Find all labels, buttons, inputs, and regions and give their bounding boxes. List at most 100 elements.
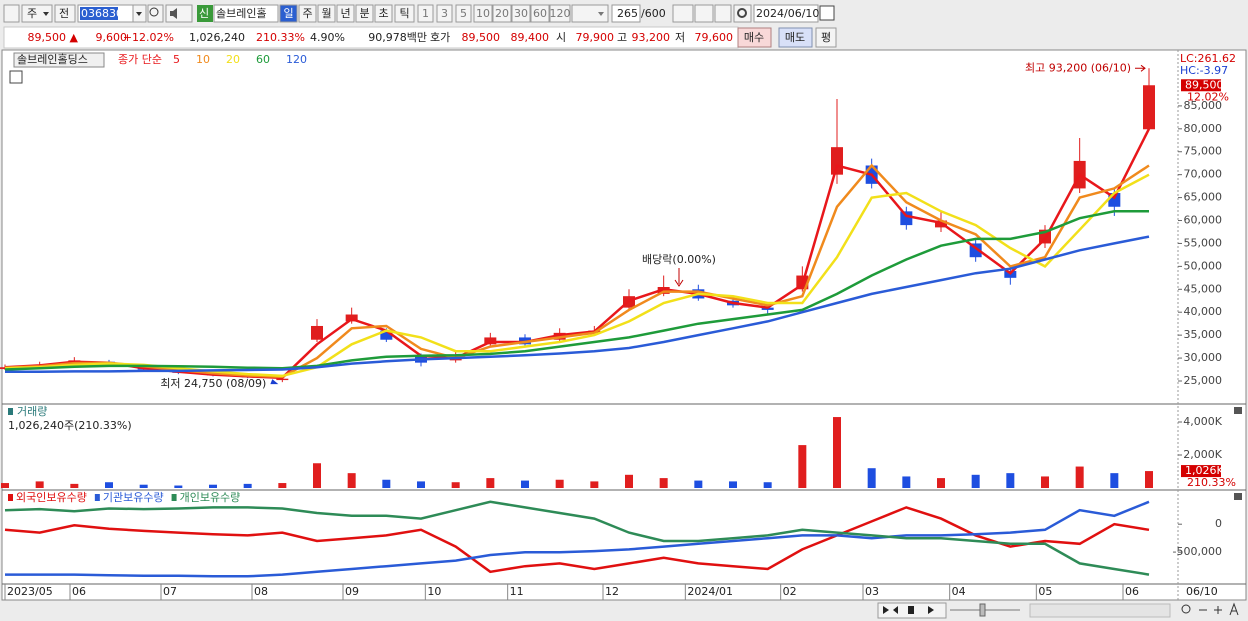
avg-button[interactable] bbox=[815, 27, 837, 48]
search-button[interactable] bbox=[147, 4, 164, 23]
moving-average bbox=[5, 235, 1150, 374]
menu-icon[interactable] bbox=[3, 4, 20, 23]
panel-close[interactable] bbox=[1234, 493, 1242, 500]
volume-bar bbox=[417, 481, 425, 488]
price: 89,500 ▲ bbox=[28, 31, 79, 44]
interval-button[interactable] bbox=[455, 4, 472, 23]
title-box bbox=[13, 52, 105, 68]
tool-icons[interactable] bbox=[1029, 603, 1171, 618]
volume-bar bbox=[1110, 473, 1119, 488]
legend-label: 종가 단순 bbox=[118, 53, 162, 66]
volume-ratio-label: 210.33% bbox=[1187, 476, 1236, 489]
sell-button[interactable] bbox=[778, 27, 813, 48]
y-tick-label: 80,000 bbox=[1184, 122, 1223, 135]
interval-label: 30 bbox=[514, 7, 528, 20]
period-button[interactable] bbox=[355, 4, 374, 23]
interval-select[interactable] bbox=[571, 4, 609, 23]
x-tick-label: 06 bbox=[72, 585, 86, 598]
date: 2024/06/10 bbox=[756, 7, 819, 20]
interval-label: 5 bbox=[460, 7, 467, 20]
y-tick-label: -500,000 bbox=[1173, 545, 1222, 558]
bid: 89,400 bbox=[511, 31, 550, 44]
interval-button[interactable] bbox=[549, 4, 571, 23]
dropdown-arrow bbox=[43, 12, 49, 16]
volume-tag bbox=[1181, 465, 1221, 478]
table-icon[interactable] bbox=[9, 70, 23, 84]
volume-bar bbox=[1145, 471, 1153, 488]
volume-bar bbox=[209, 484, 217, 488]
sound-button[interactable] bbox=[165, 4, 193, 23]
interval-button[interactable] bbox=[417, 4, 434, 23]
volume-tag-label: 1,026K bbox=[1185, 464, 1224, 477]
code: 036830 bbox=[81, 7, 123, 20]
open: 79,900 bbox=[576, 31, 615, 44]
zoom-thumb[interactable] bbox=[979, 603, 986, 617]
period-button[interactable] bbox=[374, 4, 393, 23]
legend-entry: 개인보유수량 bbox=[180, 491, 241, 504]
calendar-button[interactable] bbox=[819, 5, 835, 21]
y-tick-label: 70,000 bbox=[1184, 168, 1223, 181]
period-button[interactable] bbox=[394, 4, 415, 23]
interval-label: 20 bbox=[495, 7, 509, 20]
high-label: 고 bbox=[617, 31, 627, 44]
low-label: 저 bbox=[675, 31, 685, 44]
dropdown-arrow bbox=[136, 12, 142, 16]
scope-button[interactable] bbox=[54, 4, 76, 23]
legend-entry: 20 bbox=[226, 53, 240, 66]
interval-button[interactable] bbox=[436, 4, 453, 23]
y-tick-label: 65,000 bbox=[1184, 191, 1223, 204]
period-button[interactable] bbox=[279, 4, 298, 23]
interval-button[interactable] bbox=[473, 4, 493, 23]
tool-button[interactable] bbox=[694, 4, 714, 23]
interval-button[interactable] bbox=[511, 4, 531, 23]
period-button[interactable] bbox=[298, 4, 317, 23]
market: 주 bbox=[27, 7, 37, 20]
y-tick-label: 45,000 bbox=[1184, 282, 1223, 295]
candle-body bbox=[276, 378, 289, 381]
max-count: /600 bbox=[641, 7, 666, 20]
save-button[interactable] bbox=[714, 4, 732, 23]
period-label: 일 bbox=[283, 6, 293, 20]
legend-marker bbox=[94, 494, 100, 501]
y-tick-label: 30,000 bbox=[1184, 351, 1223, 364]
x-tick-label: 2023/05 bbox=[7, 585, 53, 598]
settings-button[interactable] bbox=[733, 4, 752, 23]
gear-icon bbox=[737, 8, 747, 18]
period-button[interactable] bbox=[317, 4, 336, 23]
quote-bar: 89,500 ▲ 9,600 +12.02% 1,026,240 210.33%… bbox=[3, 26, 837, 49]
new-badge-box[interactable] bbox=[197, 5, 213, 22]
zoom-icon[interactable] bbox=[1181, 604, 1191, 614]
panel-close[interactable] bbox=[1234, 407, 1242, 414]
x-end-label: 06/10 bbox=[1186, 585, 1218, 598]
scope: 전 bbox=[59, 7, 69, 20]
volume-bar bbox=[555, 479, 564, 488]
font-icon[interactable] bbox=[1229, 602, 1239, 616]
buy-button[interactable] bbox=[737, 27, 772, 48]
market-select[interactable] bbox=[21, 4, 53, 23]
y-tick-label: 25,000 bbox=[1184, 374, 1223, 387]
interval-label: 3 bbox=[441, 7, 448, 20]
count-input[interactable] bbox=[611, 4, 641, 23]
period-button[interactable] bbox=[336, 4, 355, 23]
date-input[interactable] bbox=[753, 4, 819, 23]
dropdown-arrow bbox=[598, 12, 604, 16]
legend-entry: 60 bbox=[256, 53, 270, 66]
period-label: 초 bbox=[378, 7, 388, 20]
y-tick-label: 60,000 bbox=[1184, 214, 1223, 227]
tool-button[interactable] bbox=[672, 4, 694, 23]
x-tick-label: 02 bbox=[783, 585, 797, 598]
buy: 매수 bbox=[744, 31, 764, 44]
x-tick-label: 04 bbox=[952, 585, 966, 598]
volume-marker bbox=[8, 408, 13, 415]
x-tick-label: 11 bbox=[510, 585, 524, 598]
interval-button[interactable] bbox=[492, 4, 512, 23]
bottom-bar bbox=[0, 601, 1248, 621]
volume-bar bbox=[694, 480, 703, 488]
volume-bar bbox=[139, 484, 148, 488]
volume-bar bbox=[105, 482, 113, 488]
interval-button[interactable] bbox=[530, 4, 550, 23]
legend-entry: 5 bbox=[173, 53, 180, 66]
x-tick-label: 10 bbox=[427, 585, 441, 598]
high: 93,200 bbox=[632, 31, 671, 44]
